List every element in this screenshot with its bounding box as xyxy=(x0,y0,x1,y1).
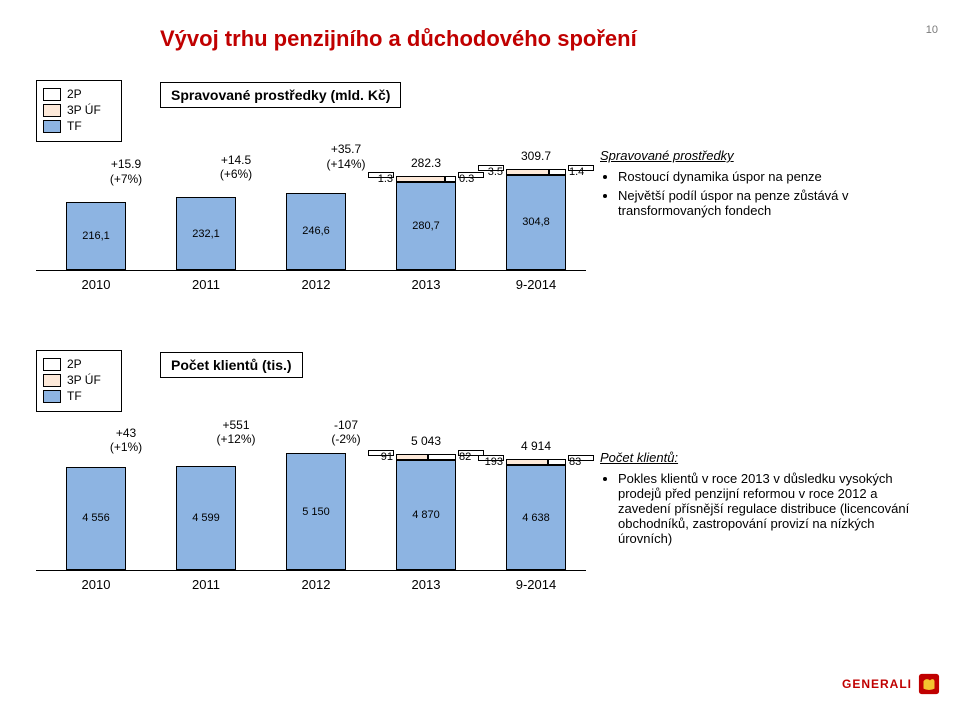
legend-swatch xyxy=(43,88,61,101)
x-axis-label: 2011 xyxy=(166,277,246,292)
x-axis-label: 9-2014 xyxy=(496,577,576,592)
x-axis-label: 2010 xyxy=(56,577,136,592)
bar-seg-tf: 280,7 xyxy=(396,182,456,270)
bullet-item: Rostoucí dynamika úspor na penze xyxy=(618,169,920,184)
bullets-heading: Počet klientů: xyxy=(600,450,920,465)
legend-swatch xyxy=(43,390,61,403)
bar-seg-tf: 216,1 xyxy=(66,202,126,270)
lion-icon xyxy=(918,673,940,695)
x-axis-label: 2011 xyxy=(166,577,246,592)
legend-chart1: 2P 3P ÚF TF xyxy=(36,80,122,142)
generali-logo: GENERALI xyxy=(842,673,940,695)
x-axis-label: 2012 xyxy=(276,277,356,292)
chart2-subtitle: Počet klientů (tis.) xyxy=(160,352,303,378)
bar-total-label: 309.7 xyxy=(476,149,596,163)
bar-column: 4 914193834 638 xyxy=(506,459,566,570)
seg-label-3puf: 1.3 xyxy=(368,172,394,178)
legend-label: 2P xyxy=(67,87,82,101)
x-axis-label: 2013 xyxy=(386,577,466,592)
seg-label-3puf: 3.5 xyxy=(478,165,504,171)
x-axis-label: 2013 xyxy=(386,277,466,292)
logo-text: GENERALI xyxy=(842,677,912,691)
x-axis-label: 9-2014 xyxy=(496,277,576,292)
page-number: 10 xyxy=(926,24,938,36)
bar-column: 5 04391824 870 xyxy=(396,454,456,570)
bar-column: 5 150 xyxy=(286,453,346,570)
chart1-subtitle: Spravované prostředky (mld. Kč) xyxy=(160,82,401,108)
legend-swatch xyxy=(43,374,61,387)
bar-top-strip: 3.51.4 xyxy=(506,169,566,175)
seg-label-3puf: 91 xyxy=(368,450,394,456)
bar-seg-tf: 4 870 xyxy=(396,460,456,570)
chart2: 4 5564 5995 1505 04391824 8704 914193834… xyxy=(36,430,586,593)
legend-label: 3P ÚF xyxy=(67,373,101,387)
bar-seg-tf: 304,8 xyxy=(506,175,566,270)
bar-seg-tf: 232,1 xyxy=(176,197,236,270)
x-axis-label: 2012 xyxy=(276,577,356,592)
legend-item: 2P xyxy=(43,357,115,371)
legend-chart2: 2P 3P ÚF TF xyxy=(36,350,122,412)
seg-label-2p: 83 xyxy=(568,455,594,461)
bar-seg-tf: 246,6 xyxy=(286,193,346,270)
legend-item: TF xyxy=(43,389,115,403)
bullets-heading: Spravované prostředky xyxy=(600,148,920,163)
bar-total-label: 282.3 xyxy=(366,156,486,170)
bullet-item: Největší podíl úspor na penze zůstává v … xyxy=(618,188,920,218)
bar-top-strip: 1.30.3 xyxy=(396,176,456,182)
legend-label: 3P ÚF xyxy=(67,103,101,117)
legend-swatch xyxy=(43,120,61,133)
bar-total-label: 4 914 xyxy=(476,439,596,453)
bar-seg-tf: 4 638 xyxy=(506,465,566,570)
bar-column: 216,1 xyxy=(66,202,126,270)
legend-label: TF xyxy=(67,389,82,403)
bar-total-label: 5 043 xyxy=(366,434,486,448)
growth-annotation: +43(+1%) xyxy=(91,426,161,455)
bar-column: 246,6 xyxy=(286,193,346,270)
chart1-bullets: Spravované prostředky Rostoucí dynamika … xyxy=(600,148,920,222)
page-title: Vývoj trhu penzijního a důchodového spoř… xyxy=(160,26,637,52)
bar-column: 4 556 xyxy=(66,467,126,570)
growth-annotation: +15.9(+7%) xyxy=(91,157,161,186)
legend-swatch xyxy=(43,104,61,117)
chart2-bullets: Počet klientů: Pokles klientů v roce 201… xyxy=(600,450,920,550)
bar-top-strip: 19383 xyxy=(506,459,566,465)
bar-column: 309.73.51.4304,8 xyxy=(506,169,566,270)
bar-column: 232,1 xyxy=(176,197,236,270)
growth-annotation: -107(-2%) xyxy=(311,418,381,447)
legend-swatch xyxy=(43,358,61,371)
legend-item: 3P ÚF xyxy=(43,373,115,387)
legend-label: TF xyxy=(67,119,82,133)
growth-annotation: +35.7(+14%) xyxy=(311,142,381,171)
x-axis-label: 2010 xyxy=(56,277,136,292)
bar-column: 4 599 xyxy=(176,466,236,570)
legend-item: TF xyxy=(43,119,115,133)
bar-seg-tf: 5 150 xyxy=(286,453,346,570)
bar-seg-tf: 4 599 xyxy=(176,466,236,570)
bar-column: 282.31.30.3280,7 xyxy=(396,176,456,270)
legend-label: 2P xyxy=(67,357,82,371)
bar-top-strip: 9182 xyxy=(396,454,456,460)
growth-annotation: +551(+12%) xyxy=(201,418,271,447)
seg-label-3puf: 193 xyxy=(478,455,504,461)
legend-item: 3P ÚF xyxy=(43,103,115,117)
slide: { "page_number": "10", "title": "Vývoj t… xyxy=(0,0,960,709)
bullet-item: Pokles klientů v roce 2013 v důsledku vy… xyxy=(618,471,920,546)
legend-item: 2P xyxy=(43,87,115,101)
seg-label-2p: 0.3 xyxy=(458,172,484,178)
chart1: 216,1232,1246,6282.31.30.3280,7309.73.51… xyxy=(36,150,586,293)
growth-annotation: +14.5(+6%) xyxy=(201,153,271,182)
bar-seg-tf: 4 556 xyxy=(66,467,126,570)
seg-label-2p: 1.4 xyxy=(568,165,594,171)
